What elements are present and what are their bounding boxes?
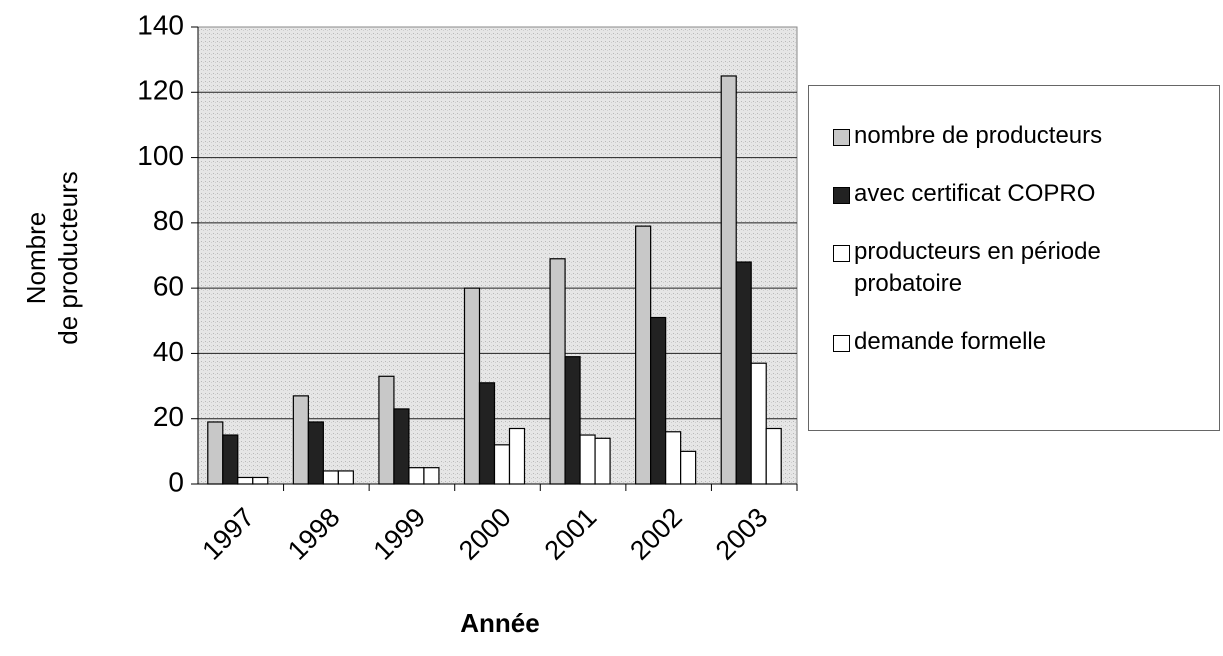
bar (237, 476, 254, 485)
x-axis-title: Année (460, 608, 539, 638)
bar (665, 431, 682, 485)
y-tick-label: 20 (153, 401, 184, 432)
x-tick-label: 1997 (196, 502, 260, 566)
legend-item: nombre de producteurs (833, 122, 1219, 152)
bar (292, 395, 309, 485)
legend-swatch (833, 335, 850, 352)
bar (222, 434, 239, 485)
bar (463, 287, 481, 485)
legend-label: producteurs en période probatoire (854, 238, 1101, 297)
x-tick-label: 2003 (710, 502, 774, 566)
legend-item: demande formelle (833, 328, 1219, 358)
y-tick-label: 80 (153, 205, 184, 236)
legend-item: producteurs en période probatoire (833, 238, 1219, 300)
legend-label: avec certificat COPRO (854, 180, 1096, 207)
legend-label: demande formelle (854, 328, 1047, 355)
legend-swatch (833, 187, 850, 204)
bar (650, 316, 667, 485)
legend-swatch (833, 129, 850, 146)
bar (508, 427, 526, 485)
bar (423, 467, 440, 485)
y-tick-label: 140 (137, 9, 184, 40)
x-tick-label: 1998 (282, 502, 346, 566)
x-tick-label: 2000 (453, 502, 517, 566)
bar (680, 450, 697, 485)
plot-area (197, 26, 798, 485)
bar (635, 225, 652, 485)
bar (564, 356, 581, 485)
legend-label: nombre de producteurs (854, 122, 1103, 149)
bar (393, 408, 410, 485)
bar (765, 427, 782, 485)
bar (207, 421, 224, 485)
bar (337, 470, 354, 485)
y-tick-label: 100 (137, 140, 184, 171)
bar (493, 444, 511, 485)
x-tick-label: 2002 (624, 502, 688, 566)
bar (720, 75, 737, 485)
bar (549, 258, 566, 485)
y-tick-label: 120 (137, 75, 184, 106)
y-tick-label: 0 (168, 466, 184, 497)
x-tick-label: 1999 (368, 502, 432, 566)
legend: nombre de producteurs avec certificat COP… (808, 85, 1220, 431)
bar (378, 375, 395, 485)
x-tick-label: 2001 (539, 502, 603, 566)
bar (408, 467, 425, 485)
legend-swatch (833, 245, 850, 262)
legend-item: avec certificat COPRO (833, 180, 1219, 210)
y-axis-title: de producteurs (53, 171, 83, 344)
bar (478, 382, 496, 485)
bar (252, 476, 269, 485)
bar (750, 362, 767, 485)
y-axis-title: Nombre (21, 212, 51, 304)
bar (735, 261, 752, 485)
y-tick-label: 60 (153, 271, 184, 302)
bar (322, 470, 339, 485)
bar (579, 434, 596, 485)
bar (594, 437, 611, 485)
bar (307, 421, 324, 485)
y-tick-label: 40 (153, 336, 184, 367)
